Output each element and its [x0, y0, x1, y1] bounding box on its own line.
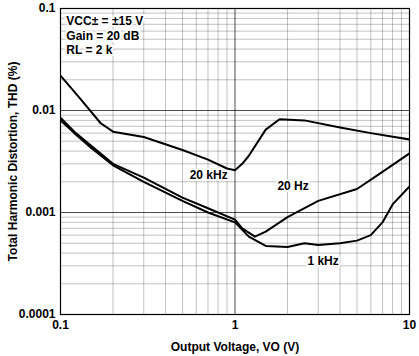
- svg-text:Output Voltage, VO (V): Output Voltage, VO (V): [171, 340, 299, 354]
- svg-text:0.001: 0.001: [25, 205, 55, 219]
- svg-text:20 Hz: 20 Hz: [277, 179, 308, 193]
- svg-text:0.1: 0.1: [52, 318, 69, 332]
- svg-text:0.0001: 0.0001: [19, 307, 56, 321]
- svg-text:VCC± = ±15 V: VCC± = ±15 V: [66, 13, 143, 27]
- svg-text:Gain = 20 dB: Gain = 20 dB: [66, 29, 139, 43]
- svg-text:1: 1: [232, 318, 239, 332]
- svg-text:20 kHz: 20 kHz: [190, 168, 228, 182]
- svg-text:1 kHz: 1 kHz: [307, 254, 338, 268]
- svg-text:Total Harmonic Distortion, THD: Total Harmonic Distortion, THD (%): [6, 62, 20, 262]
- svg-text:10: 10: [403, 318, 417, 332]
- svg-text:0.1: 0.1: [39, 1, 56, 15]
- svg-text:RL = 2 k: RL = 2 k: [66, 43, 112, 57]
- svg-text:0.01: 0.01: [32, 103, 56, 117]
